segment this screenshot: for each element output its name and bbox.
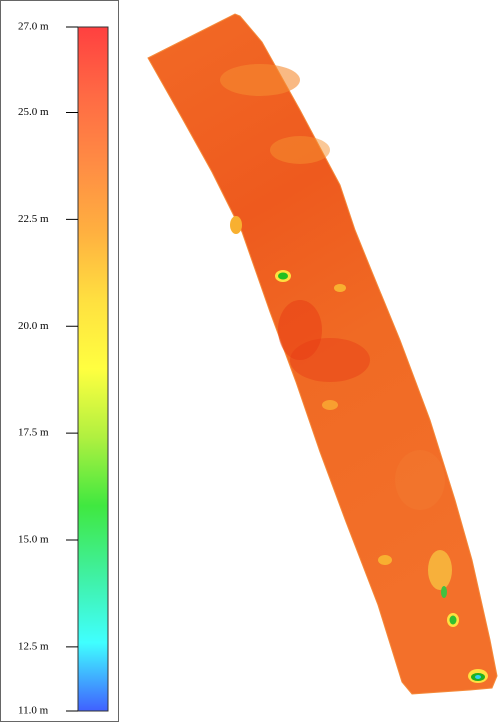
map-view: 27.0 m 25.0 m 22.5 m 20.0 m 17.5 m 15.0 m 12.5… xyxy=(0,0,498,722)
elevation-raster xyxy=(148,14,497,694)
tick-label: 20.0 m xyxy=(18,320,49,332)
page: 27.0 m 25.0 m 22.5 m 20.0 m 17.5 m 15.0 m 12.5… xyxy=(0,0,498,722)
tick-label: 27.0 m xyxy=(18,21,49,33)
tick-label: 11.0 m xyxy=(18,705,49,717)
color-legend: 27.0 m 25.0 m 22.5 m 20.0 m 17.5 m 15.0 m 12.5… xyxy=(1,1,119,722)
tick-label: 17.5 m xyxy=(18,427,49,439)
tick-label: 15.0 m xyxy=(18,534,49,546)
tick-label: 12.5 m xyxy=(18,640,49,652)
tick-label: 25.0 m xyxy=(18,106,49,118)
color-bar xyxy=(78,27,108,711)
tick-label: 22.5 m xyxy=(18,213,49,225)
